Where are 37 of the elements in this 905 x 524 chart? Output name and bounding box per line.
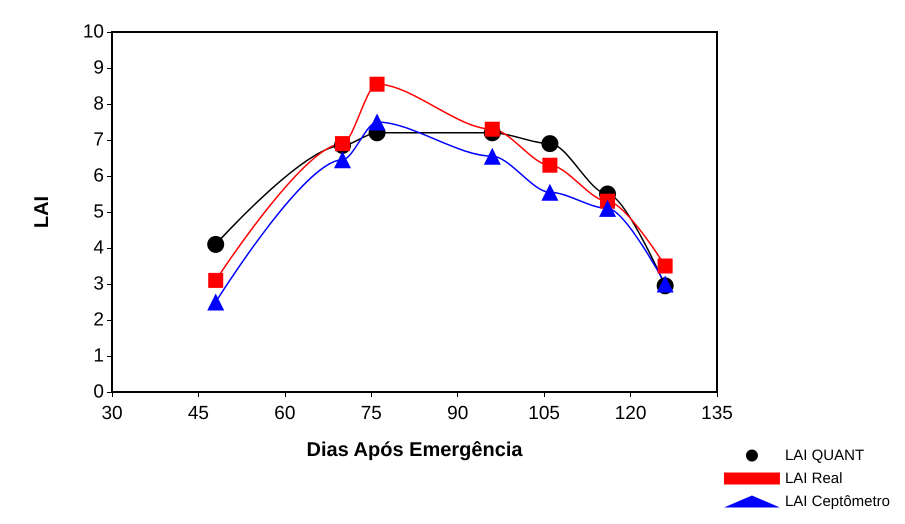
x-tick-label: 90 — [447, 403, 468, 424]
point — [207, 294, 224, 310]
legend-label: LAI Real — [784, 470, 842, 487]
x-tick-label: 105 — [528, 403, 560, 424]
y-tick-label: 10 — [82, 22, 104, 42]
y-tick-label: 3 — [93, 274, 104, 294]
point — [484, 148, 501, 165]
point — [541, 184, 558, 201]
x-tick-label: 60 — [274, 403, 296, 424]
y-tick-label: 9 — [93, 58, 104, 78]
y-tick-label: 8 — [93, 94, 104, 114]
point — [208, 272, 224, 288]
point — [658, 258, 673, 274]
y-axis-title: LAI — [31, 196, 53, 228]
point — [368, 114, 386, 130]
x-tick-label: 45 — [188, 403, 209, 424]
point — [599, 200, 616, 217]
point — [207, 236, 224, 253]
x-tick-label: 135 — [701, 403, 733, 424]
point — [484, 122, 500, 137]
y-tick-label: 6 — [93, 166, 104, 186]
x-tick-label: 30 — [101, 403, 123, 424]
legend-label: LAI Ceptômetro — [784, 493, 890, 510]
x-tick-label: 120 — [614, 403, 646, 424]
x-tick-label: 75 — [360, 403, 382, 424]
x-axis-title: Dias Após Emergência — [306, 439, 524, 461]
y-tick-label: 5 — [93, 202, 104, 222]
point — [334, 151, 351, 168]
y-tick-label: 1 — [93, 346, 104, 366]
point — [542, 158, 558, 173]
y-tick-label: 2 — [93, 310, 104, 330]
point — [370, 76, 385, 92]
y-tick-label: 0 — [93, 382, 104, 402]
legend-label: LAI QUANT — [784, 447, 864, 464]
y-tick-label: 4 — [93, 238, 104, 258]
y-tick-label: 7 — [93, 130, 104, 150]
point — [541, 135, 558, 152]
